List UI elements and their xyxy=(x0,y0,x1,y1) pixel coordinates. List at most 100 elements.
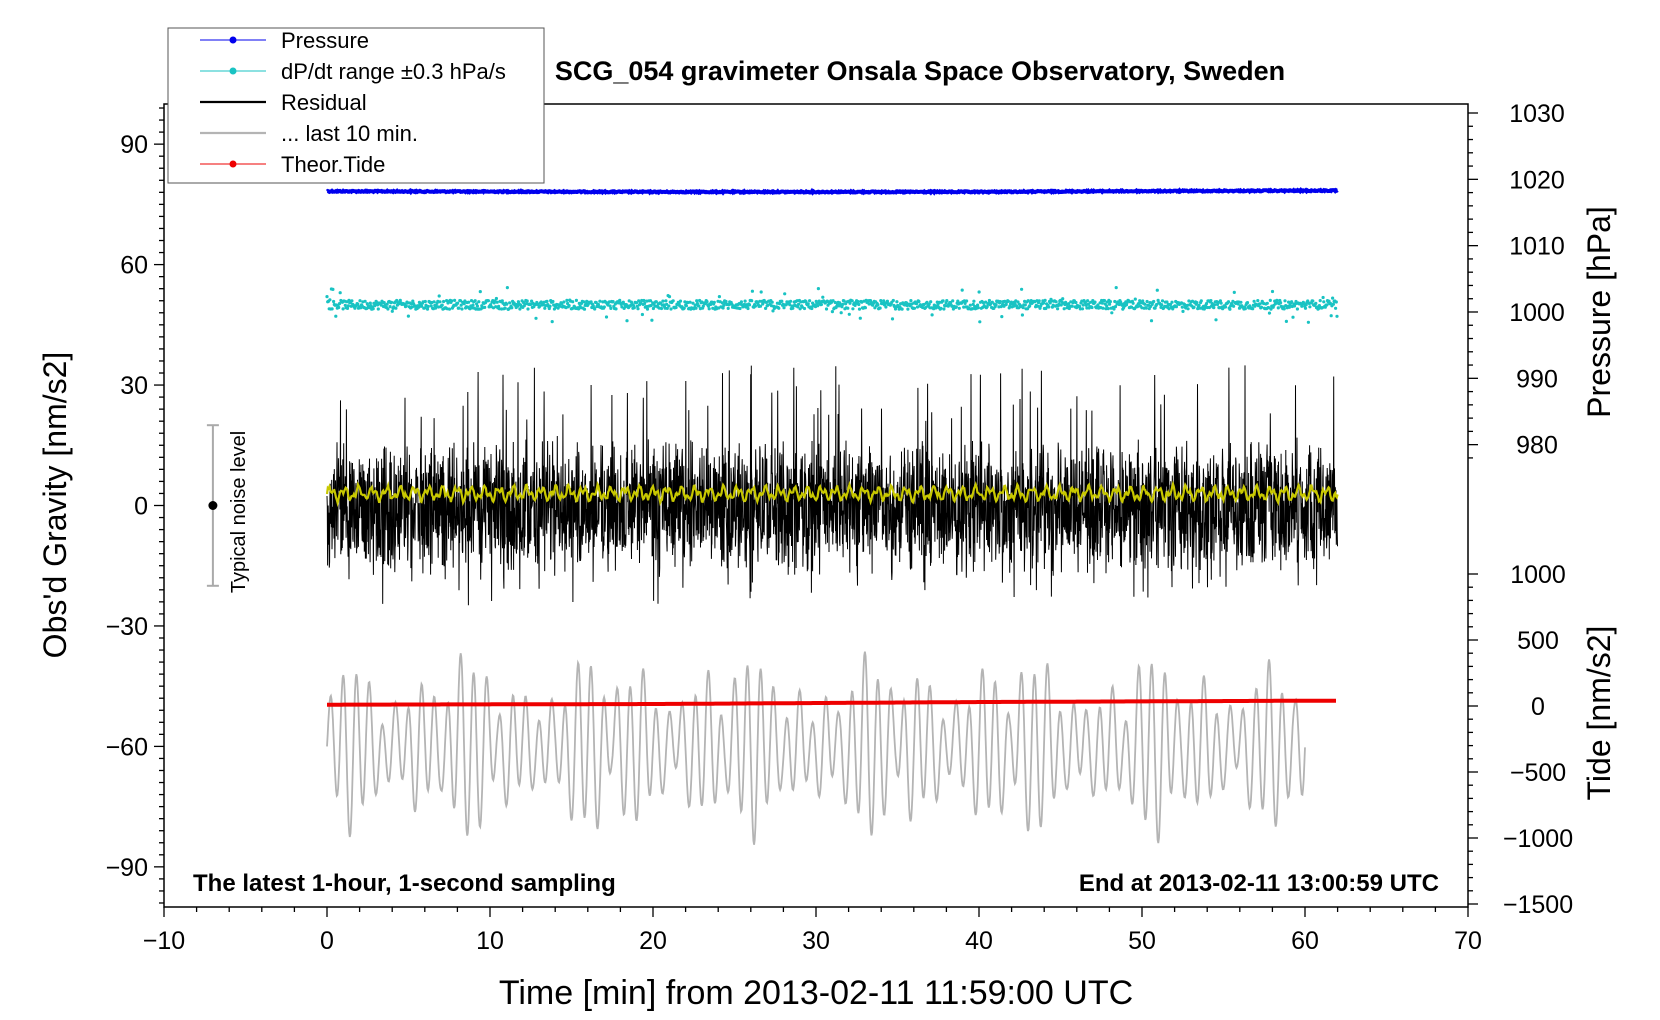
dpdt-point xyxy=(810,306,814,311)
dpdt-point xyxy=(1205,305,1209,310)
dpdt-point xyxy=(1282,307,1286,311)
dpdt-point xyxy=(423,299,427,304)
dpdt-point xyxy=(1195,301,1199,305)
dpdt-point xyxy=(968,303,972,307)
dpdt-point xyxy=(1258,302,1262,306)
dpdt-point xyxy=(337,305,341,310)
dpdt-point xyxy=(701,304,705,308)
dpdt-point xyxy=(1144,306,1148,310)
dpdt-point xyxy=(505,286,509,290)
y-axis-tide-title: Tide [nm/s2] xyxy=(1581,626,1617,801)
y-tide-tick-label: −1500 xyxy=(1503,891,1573,919)
dpdt-point xyxy=(1135,305,1140,309)
dpdt-point xyxy=(404,304,408,308)
noise-bar-center xyxy=(208,501,218,510)
dpdt-point xyxy=(462,302,466,306)
dpdt-point xyxy=(1086,302,1090,306)
dpdt-point xyxy=(948,300,953,305)
dpdt-point xyxy=(1212,306,1216,310)
dpdt-point xyxy=(1268,298,1272,302)
dpdt-point xyxy=(777,306,781,310)
dpdt-point xyxy=(771,309,775,313)
noise-level-label: Typical noise level xyxy=(228,431,250,593)
dpdt-point xyxy=(1012,304,1016,308)
y-left-tick-label: 0 xyxy=(134,493,148,521)
dpdt-point xyxy=(671,299,675,303)
dpdt-point xyxy=(328,298,332,302)
dpdt-point xyxy=(816,304,820,308)
dpdt-point xyxy=(1311,299,1315,303)
dpdt-point xyxy=(782,306,786,310)
dpdt-point xyxy=(1251,307,1255,311)
dpdt-point xyxy=(1016,300,1020,304)
dpdt-point xyxy=(1237,306,1242,310)
dpdt-point xyxy=(1243,307,1247,311)
dpdt-point xyxy=(1306,299,1310,303)
dpdt-point xyxy=(1322,300,1326,304)
dpdt-point xyxy=(1100,298,1104,303)
dpdt-point xyxy=(824,307,829,311)
dpdt-point xyxy=(884,305,888,309)
dpdt-point xyxy=(1106,307,1110,311)
dpdt-point xyxy=(1089,300,1093,304)
dpdt-point xyxy=(582,300,586,304)
dpdt-point xyxy=(1006,299,1011,303)
dpdt-point xyxy=(804,300,808,304)
dpdt-point xyxy=(1019,304,1023,308)
dpdt-point xyxy=(665,302,669,306)
dpdt-point xyxy=(1047,305,1051,309)
dpdt-point xyxy=(1279,301,1283,305)
dpdt-point xyxy=(423,306,427,310)
dpdt-point xyxy=(890,317,895,321)
dpdt-point xyxy=(425,307,430,311)
y-pressure-tick-label: 980 xyxy=(1516,432,1558,460)
dpdt-point xyxy=(334,314,338,318)
dpdt-point xyxy=(486,299,490,303)
dpdt-point xyxy=(1062,307,1066,311)
dpdt-point xyxy=(632,306,636,310)
dpdt-point xyxy=(609,306,613,310)
dpdt-point xyxy=(368,301,372,305)
dpdt-point xyxy=(976,306,980,310)
dpdt-point xyxy=(1160,299,1165,303)
dpdt-point xyxy=(998,300,1003,304)
dpdt-point xyxy=(1276,306,1280,310)
dpdt-point xyxy=(385,302,389,306)
dpdt-point xyxy=(654,300,658,304)
y-left-tick-label: −30 xyxy=(106,613,148,641)
legend: Pressure dP/dt range ±0.3 hPa/s Residual..… xyxy=(167,27,545,184)
dpdt-point xyxy=(1228,307,1232,311)
dpdt-point xyxy=(891,298,895,303)
dpdt-point xyxy=(858,316,862,320)
dpdt-point xyxy=(346,304,350,308)
dpdt-point xyxy=(1267,311,1272,315)
dpdt-point xyxy=(661,299,665,303)
series-layer xyxy=(325,187,1339,845)
dpdt-point xyxy=(582,307,587,311)
dpdt-point xyxy=(1256,299,1260,303)
y-axis-left: −90 −60 −30 0 30 60 90 xyxy=(106,107,164,904)
dpdt-point xyxy=(337,302,342,306)
x-tick-label: 0 xyxy=(320,927,334,955)
dpdt-point xyxy=(847,312,851,316)
y-pressure-tick-label: 1010 xyxy=(1509,233,1565,261)
dpdt-point xyxy=(494,296,498,301)
y-pressure-tick-label: 990 xyxy=(1516,365,1558,393)
dpdt-point xyxy=(1192,305,1196,309)
dpdt-point xyxy=(341,307,345,311)
dpdt-point xyxy=(808,299,812,303)
y-pressure-tick-label: 1030 xyxy=(1509,100,1565,128)
dpdt-point xyxy=(1113,299,1117,304)
dpdt-point xyxy=(1021,306,1025,310)
dpdt-point xyxy=(753,304,758,308)
dpdt-point xyxy=(371,307,375,311)
dpdt-point xyxy=(551,299,555,304)
dpdt-point xyxy=(1000,315,1004,319)
dpdt-point xyxy=(831,299,835,303)
dpdt-point xyxy=(951,299,955,303)
dpdt-point xyxy=(548,304,552,308)
dpdt-point xyxy=(1020,287,1024,291)
dpdt-point xyxy=(429,304,433,308)
y-axis-tide: −1500 −1000 −500 0 500 1000 xyxy=(1468,561,1573,919)
dpdt-point xyxy=(1043,298,1047,302)
